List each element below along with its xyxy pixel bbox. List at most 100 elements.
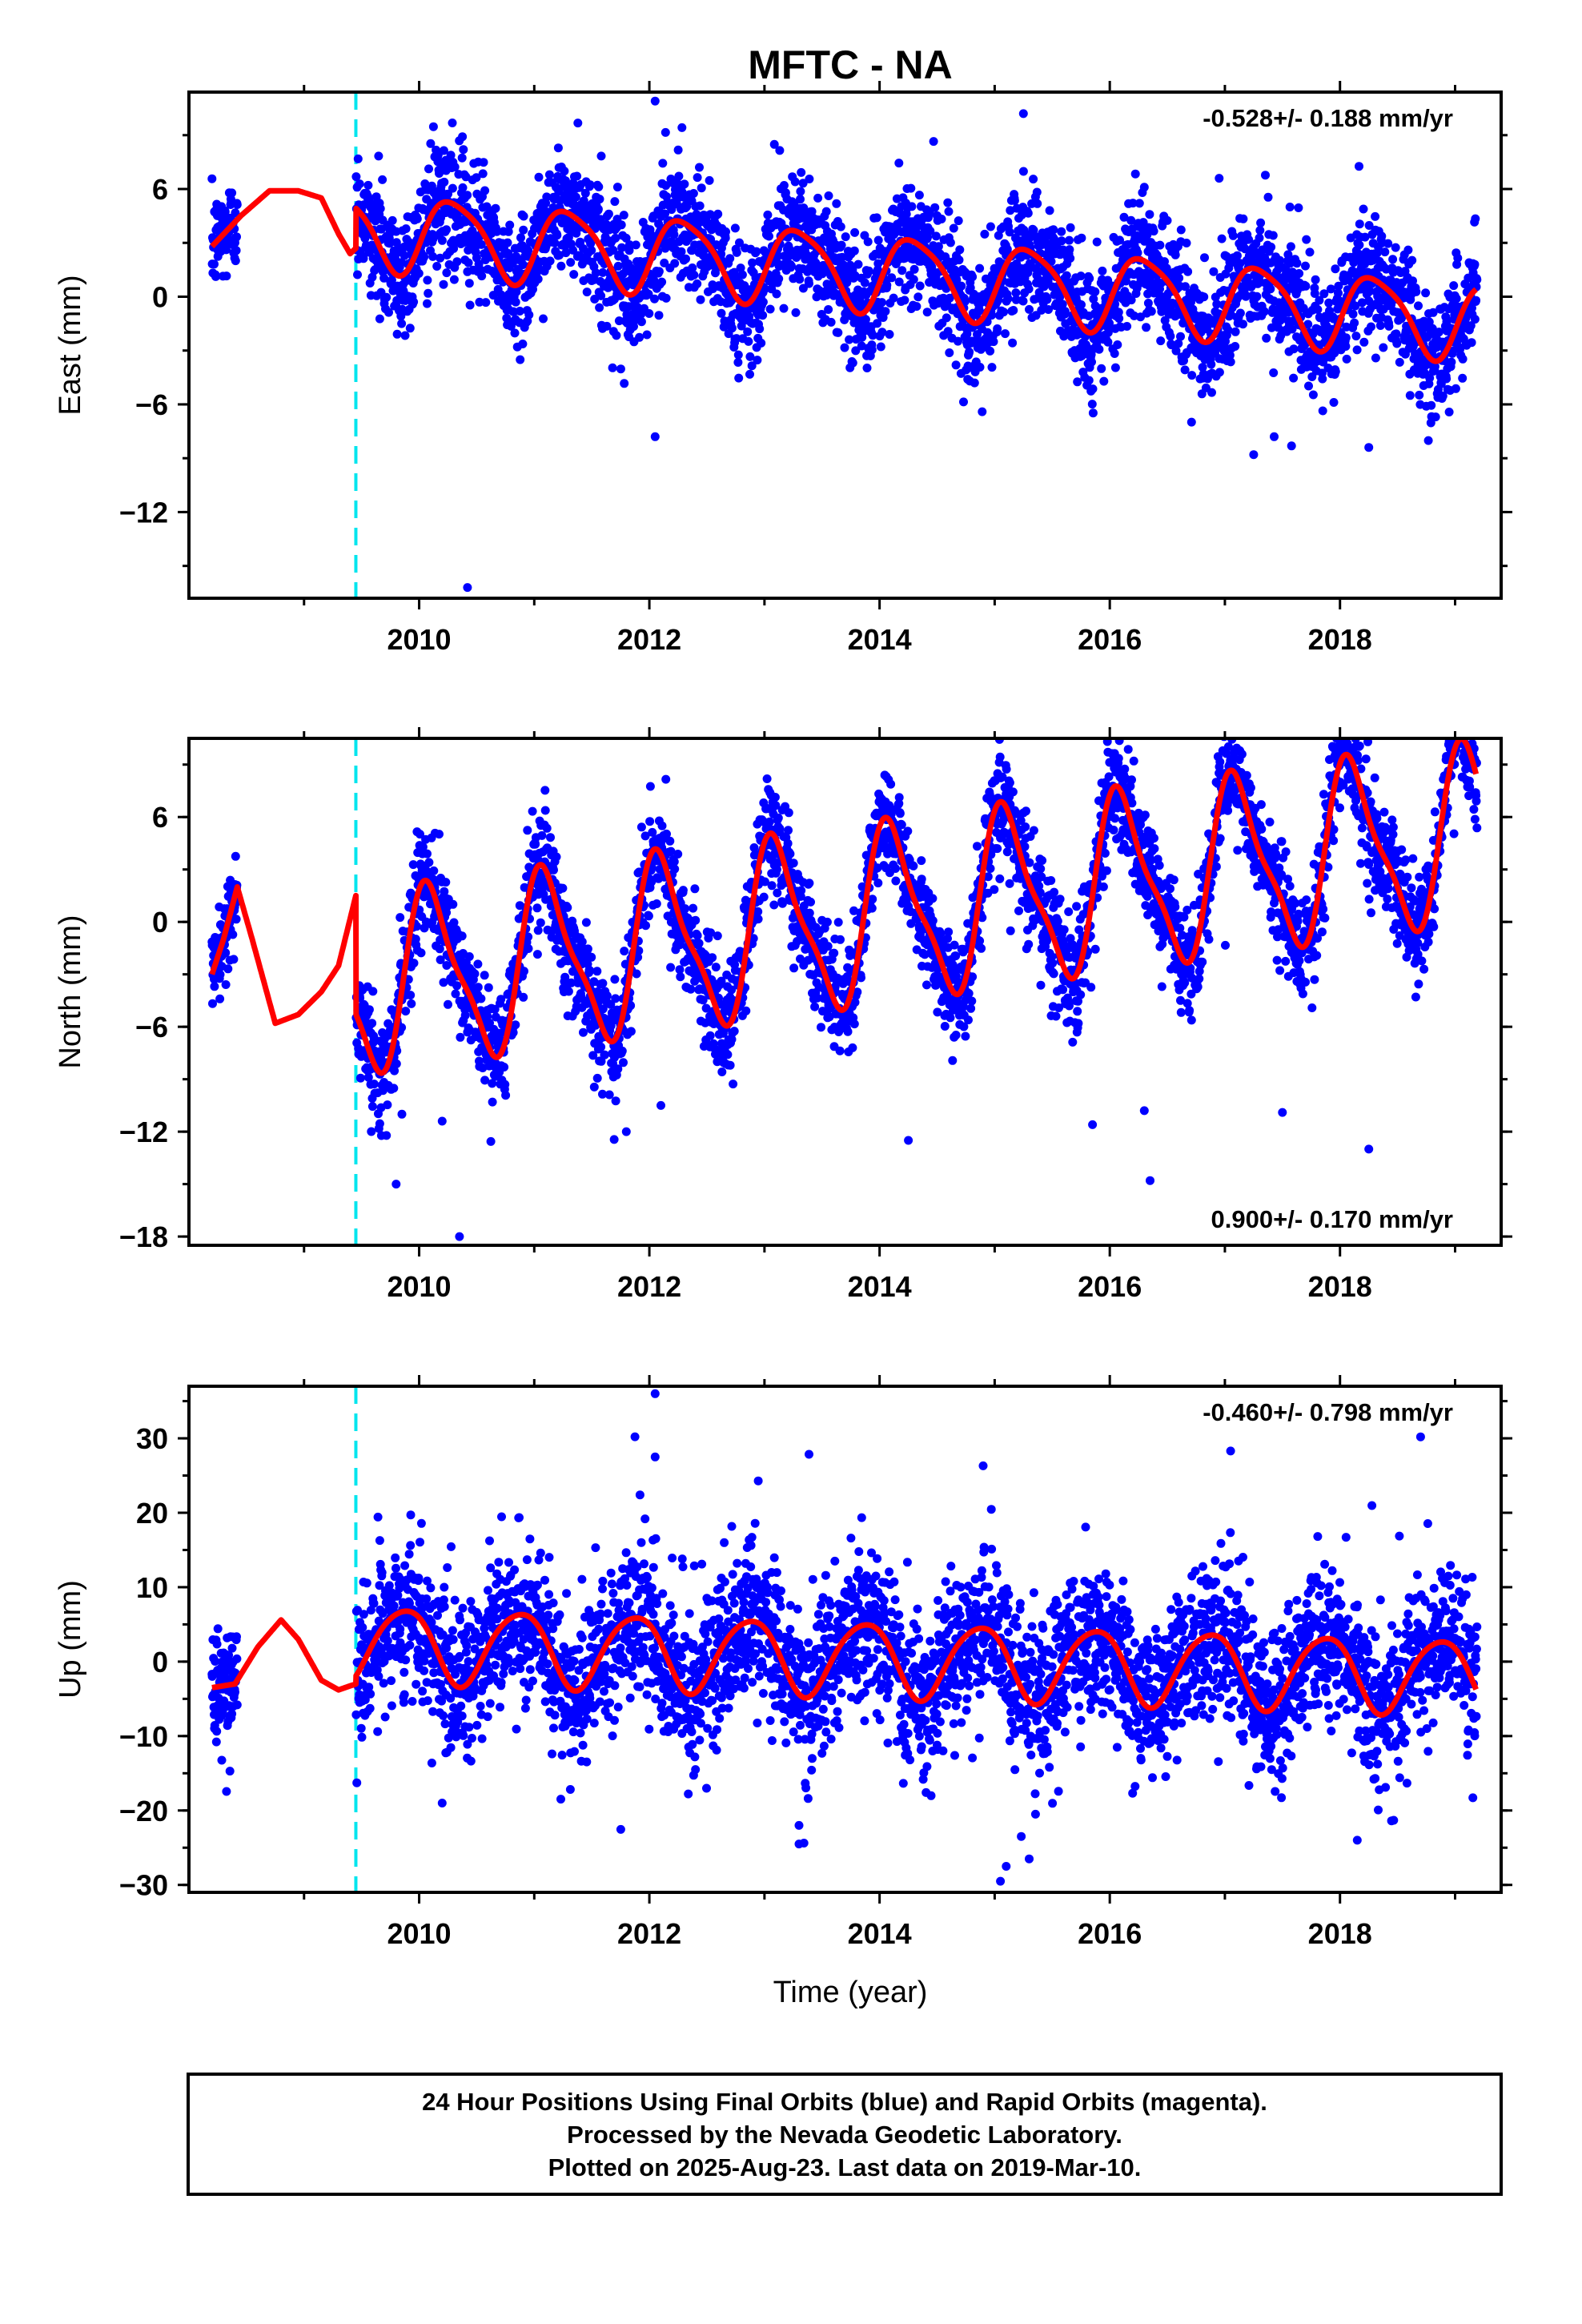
east-data-point — [713, 209, 723, 219]
east-data-point — [732, 247, 741, 257]
east-data-point — [753, 356, 762, 365]
north-data-point — [676, 972, 685, 982]
east-plot-area — [207, 92, 1482, 598]
east-data-point — [1066, 254, 1075, 263]
east-data-point — [1414, 301, 1423, 311]
north-data-point — [592, 967, 602, 976]
east-data-point — [849, 246, 859, 255]
east-data-point — [1252, 292, 1262, 301]
north-data-point — [424, 858, 434, 867]
east-data-point — [1018, 167, 1028, 176]
east-data-point — [660, 258, 669, 267]
east-data-point — [1134, 199, 1144, 208]
east-data-point — [975, 263, 985, 273]
north-data-point — [519, 992, 528, 1002]
east-data-point — [585, 180, 595, 190]
east-data-point — [1266, 284, 1275, 294]
east-data-point — [420, 252, 429, 262]
east-data-point — [481, 298, 491, 308]
east-data-point — [689, 270, 699, 279]
north-data-point — [473, 983, 483, 992]
north-data-point — [596, 1042, 606, 1051]
north-data-point — [383, 1100, 392, 1110]
north-data-point — [355, 1073, 365, 1083]
east-data-point — [642, 330, 652, 340]
east-data-point — [1311, 275, 1320, 284]
north-data-point — [617, 1046, 627, 1055]
east-data-point — [516, 355, 525, 364]
east-data-point — [1060, 307, 1070, 316]
east-data-point — [1180, 365, 1190, 375]
east-data-point — [697, 183, 706, 193]
east-data-point — [1294, 203, 1303, 212]
east-data-point — [1267, 243, 1276, 251]
east-data-point — [596, 151, 606, 161]
east-data-point — [897, 266, 907, 275]
east-data-point — [1077, 233, 1086, 243]
north-data-point — [523, 826, 532, 835]
east-data-point — [571, 192, 580, 202]
east-data-point — [472, 173, 481, 183]
north-data-point — [619, 1058, 628, 1068]
north-data-point — [228, 930, 238, 939]
east-data-point — [717, 308, 726, 318]
north-data-point — [536, 918, 545, 927]
east-data-point — [1470, 315, 1480, 324]
east-data-point — [889, 293, 898, 303]
east-data-point — [949, 223, 958, 233]
east-data-point — [424, 288, 433, 298]
east-data-point — [758, 311, 768, 320]
north-data-point — [657, 821, 667, 830]
north-data-point — [500, 1080, 510, 1089]
east-data-point — [463, 191, 472, 200]
east-data-point — [837, 240, 846, 250]
east-data-point — [1209, 267, 1219, 276]
east-data-point — [1447, 357, 1456, 367]
east-data-point — [1133, 248, 1142, 258]
north-data-point — [456, 1032, 465, 1042]
north-data-point — [589, 1082, 599, 1092]
north-data-point — [598, 979, 608, 988]
east-data-point — [644, 309, 654, 318]
north-data-point — [583, 944, 592, 954]
east-data-point — [1090, 287, 1100, 296]
north-data-point — [367, 1019, 377, 1028]
east-data-point — [1453, 253, 1463, 263]
north-data-point — [729, 1027, 739, 1036]
east-data-point — [463, 583, 472, 593]
east-data-point — [752, 247, 761, 256]
east-data-point — [1231, 342, 1240, 351]
east-data-point — [1130, 169, 1140, 179]
north-data-point — [645, 817, 655, 826]
east-data-point — [796, 195, 805, 204]
east-data-point — [1341, 342, 1351, 351]
north-data-point — [717, 1068, 727, 1076]
east-data-point — [1421, 288, 1431, 298]
east-data-point — [1384, 321, 1394, 331]
east-data-point — [986, 222, 995, 231]
north-data-point — [602, 991, 612, 1000]
east-data-point — [553, 143, 563, 153]
east-data-point — [1301, 261, 1310, 271]
north-data-point — [382, 1131, 391, 1140]
east-data-point — [374, 151, 383, 161]
east-data-point — [1285, 203, 1295, 211]
east-data-point — [1348, 309, 1358, 319]
east-data-point — [379, 273, 389, 283]
north-data-point — [644, 911, 653, 921]
east-data-point — [448, 119, 457, 127]
east-data-point — [796, 187, 805, 196]
east-data-point — [797, 167, 806, 177]
north-data-point — [681, 904, 690, 914]
north-data-point — [391, 1059, 401, 1068]
east-data-point — [524, 310, 534, 320]
east-data-point — [661, 293, 671, 303]
east-data-point — [602, 321, 612, 331]
east-data-point — [1355, 162, 1363, 171]
east-data-point — [872, 213, 881, 223]
east-data-point — [1329, 398, 1339, 407]
north-data-point — [636, 822, 646, 832]
east-data-point — [611, 233, 620, 243]
east-data-point — [837, 252, 847, 262]
